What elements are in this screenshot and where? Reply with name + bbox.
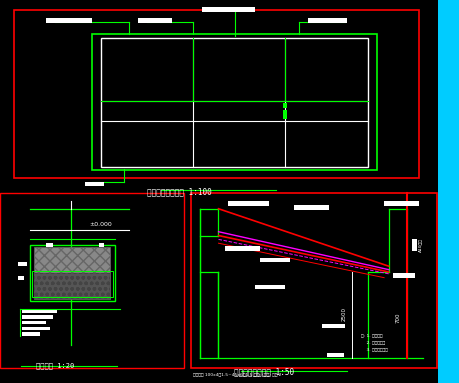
Bar	[138, 18, 172, 23]
Bar	[14, 10, 418, 178]
Bar	[22, 321, 46, 324]
Bar	[18, 262, 27, 266]
Bar	[259, 258, 289, 262]
Bar	[18, 276, 24, 280]
Bar	[383, 201, 418, 206]
Bar	[225, 246, 259, 251]
Text: 规格钢管 100x4以1.5~45x6以1.5 钢板t (厚度) 数量 2: 规格钢管 100x4以1.5~45x6以1.5 钢板t (厚度) 数量 2	[193, 372, 281, 376]
Bar	[99, 243, 104, 247]
Bar	[0, 193, 184, 368]
Bar	[294, 205, 328, 210]
Bar	[202, 7, 255, 12]
Bar	[282, 103, 286, 108]
Text: 基坑做法 1:20: 基坑做法 1:20	[36, 363, 74, 369]
Text: 阳光房平面布置图 1:100: 阳光房平面布置图 1:100	[147, 187, 211, 196]
Bar	[34, 247, 110, 299]
Bar	[282, 110, 286, 119]
Bar	[92, 34, 376, 170]
Text: 注: 1. 图中钢管: 注: 1. 图中钢管	[360, 333, 382, 337]
Bar	[411, 239, 416, 251]
Text: A10钢管: A10钢管	[417, 238, 421, 252]
Bar	[46, 243, 53, 247]
Bar	[437, 0, 459, 383]
Bar	[392, 273, 414, 278]
Bar	[46, 18, 92, 23]
Bar	[227, 201, 269, 206]
Bar	[190, 193, 436, 368]
Bar	[22, 332, 40, 336]
Text: 3. 本图土建施工: 3. 本图土建施工	[360, 347, 387, 351]
Text: ±0.000: ±0.000	[90, 222, 112, 227]
Bar	[326, 353, 343, 357]
Bar	[32, 271, 112, 297]
Bar	[34, 273, 110, 299]
Bar	[321, 324, 344, 328]
Bar	[85, 182, 103, 186]
Bar	[30, 245, 115, 301]
Bar	[22, 327, 50, 330]
Text: 2. 本工程螺栓: 2. 本工程螺栓	[360, 340, 384, 344]
Bar	[308, 18, 347, 23]
Text: 700: 700	[395, 313, 400, 323]
Text: 2500: 2500	[341, 307, 346, 321]
Bar	[22, 309, 56, 313]
Bar	[255, 285, 285, 289]
Text: 阳光房剖面构造图 1:50: 阳光房剖面构造图 1:50	[234, 368, 294, 376]
Bar	[22, 315, 53, 319]
Bar	[101, 38, 367, 167]
